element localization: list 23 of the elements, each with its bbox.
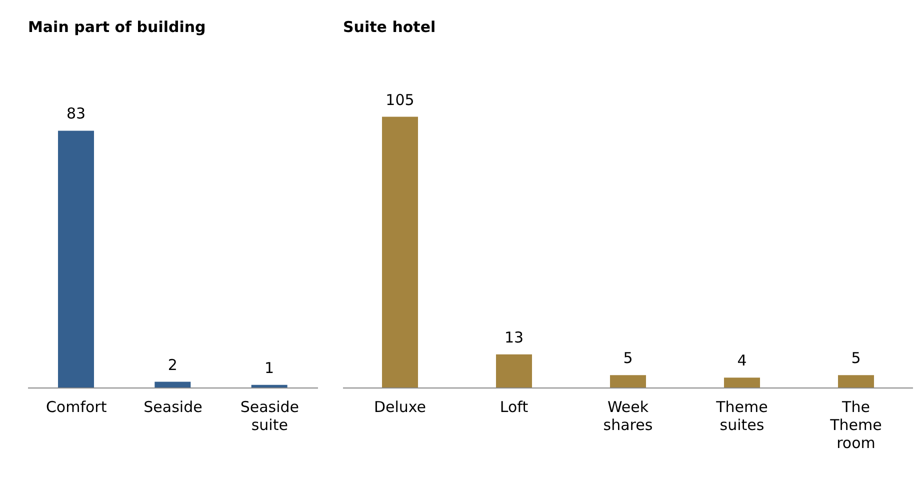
x-tick-label: Loft: [500, 398, 528, 416]
x-tick-label: Comfort: [46, 398, 107, 416]
bar: [496, 354, 532, 388]
x-tick-label: Deluxe: [374, 398, 426, 416]
data-label: 83: [66, 104, 86, 123]
data-label: 4: [737, 352, 747, 370]
data-label: 2: [168, 356, 178, 374]
bar: [382, 116, 418, 388]
bar: [724, 378, 760, 388]
data-label: 13: [504, 328, 524, 346]
bar: [610, 375, 646, 388]
chart-title: Suite hotel: [343, 18, 436, 36]
bar: [838, 375, 874, 388]
data-label: 5: [623, 349, 633, 368]
data-label: 1: [264, 358, 274, 377]
x-tick-label: Seaside suite: [240, 398, 300, 434]
chart-title: Main part of building: [28, 18, 206, 36]
x-tick-label: The Theme room: [829, 398, 882, 452]
data-label: 105: [386, 90, 414, 109]
x-tick-label: Seaside: [144, 398, 202, 416]
x-tick-label: Week shares: [603, 398, 653, 434]
data-label: 5: [851, 349, 861, 368]
x-tick-label: Theme suites: [715, 398, 768, 434]
